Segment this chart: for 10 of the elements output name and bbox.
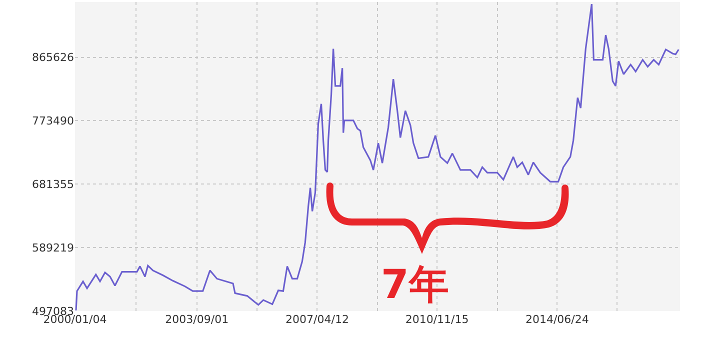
x-tick-label: 2003/09/01 xyxy=(165,313,229,326)
x-tick-label: 2007/04/12 xyxy=(286,313,349,326)
y-tick-label: 589219 xyxy=(32,241,74,254)
y-tick-label: 865626 xyxy=(32,51,74,64)
y-tick-label: 773490 xyxy=(32,114,74,128)
annotation: 7年 xyxy=(381,262,449,308)
x-tick-label: 2014/06/24 xyxy=(525,313,589,326)
y-tick-label: 681355 xyxy=(32,178,74,192)
line-series xyxy=(75,3,680,311)
x-tick-label: 2010/11/15 xyxy=(405,313,469,326)
